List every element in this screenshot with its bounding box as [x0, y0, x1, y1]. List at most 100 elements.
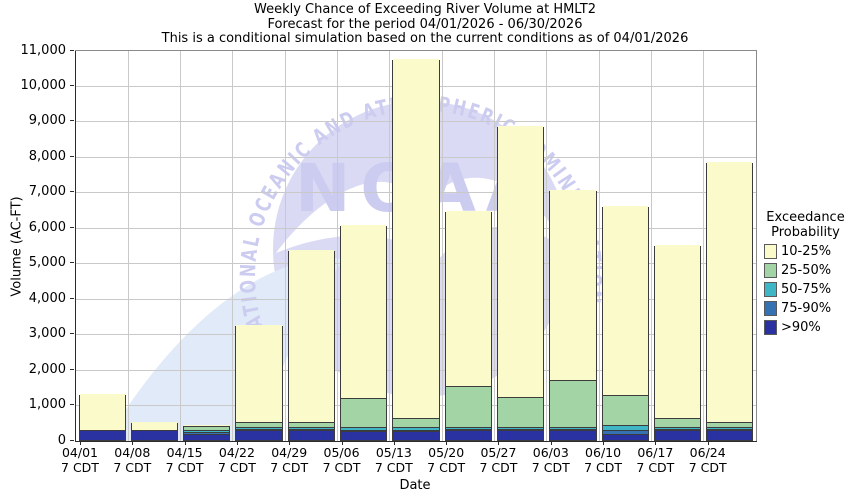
bar-05-13 [392, 59, 440, 441]
x-tick-label: 04/08 7 CDT [97, 445, 167, 475]
x-tick-label: 04/29 7 CDT [254, 445, 324, 475]
bar-segment-10-25 [497, 126, 544, 398]
x-tick-date: 04/15 [166, 445, 203, 460]
bar-segment-10-25 [288, 250, 335, 423]
bar-segment-75-90 [497, 430, 544, 431]
bar-06-24 [706, 162, 754, 441]
bar-segment-90 [707, 431, 753, 440]
y-tick-mark [70, 120, 74, 122]
y-tick-mark [70, 155, 74, 157]
bar-segment-10-25 [236, 325, 282, 423]
bar-segment-10-25 [184, 425, 230, 427]
x-tick-time: 7 CDT [61, 460, 99, 475]
bar-segment-50-75 [654, 428, 701, 430]
bar-segment-50-75 [497, 428, 544, 430]
legend-swatch [764, 263, 777, 278]
bar-segment-75-90 [393, 431, 439, 432]
bar-segment-10-25 [393, 59, 439, 419]
x-tick-time: 7 CDT [217, 460, 256, 475]
bar-segment-25-50 [236, 423, 282, 428]
bar-segment-25-50 [497, 398, 544, 428]
legend-swatch [764, 244, 777, 259]
legend-label: >90% [781, 320, 821, 335]
bar-segment-90 [445, 431, 491, 440]
legend-item-50-75: 50-75% [761, 282, 850, 297]
y-tick-mark [70, 262, 74, 264]
y-tick-label: 11,000 [20, 42, 67, 58]
bar-segment-75-90 [602, 431, 648, 435]
x-tick-mark [184, 441, 186, 445]
bar-segment-90 [497, 431, 544, 440]
legend-swatch [764, 282, 777, 297]
legend-label: 50-75% [781, 282, 832, 297]
x-tick-mark [132, 441, 134, 445]
bar-segment-10-25 [131, 422, 178, 431]
bar-segment-25-50 [445, 387, 491, 428]
y-tick-mark [70, 84, 74, 86]
bar-segment-90 [393, 432, 439, 440]
x-tick-time: 7 CDT [374, 460, 413, 475]
y-tick-label: 4,000 [28, 290, 66, 306]
chart-title: Weekly Chance of Exceeding River Volume … [254, 2, 596, 17]
bar-segment-50-75 [445, 428, 491, 430]
x-tick-date: 05/06 [323, 445, 360, 460]
bar-segment-10-25 [341, 225, 387, 399]
legend-label: 25-50% [781, 263, 832, 278]
x-tick-time: 7 CDT [270, 460, 309, 475]
x-tick-label: 04/15 7 CDT [150, 445, 220, 475]
x-tick-mark [707, 441, 709, 445]
y-tick-mark [70, 297, 74, 299]
x-tick-label: 06/17 7 CDT [620, 445, 690, 475]
x-tick-label: 06/24 7 CDT [673, 445, 743, 475]
bar-segment-10-25 [602, 206, 648, 396]
x-tick-time: 7 CDT [113, 460, 152, 475]
gridline-v [650, 51, 652, 441]
x-tick-date: 06/03 [532, 445, 569, 460]
legend-item-10-25: 10-25% [761, 244, 850, 259]
x-tick-mark [289, 441, 291, 445]
x-tick-time: 7 CDT [531, 460, 570, 475]
bar-segment-75-90 [184, 433, 230, 435]
gridline-v [127, 51, 129, 441]
y-tick-label: 10,000 [20, 77, 67, 93]
x-tick-time: 7 CDT [584, 460, 623, 475]
bar-segment-90 [131, 431, 178, 440]
bar-segment-10-25 [707, 162, 753, 423]
bar-segment-90 [288, 431, 335, 440]
bar-segment-90 [184, 435, 230, 440]
bar-04-22 [235, 325, 283, 441]
x-axis-line [75, 441, 757, 442]
bar-segment-25-50 [393, 419, 439, 428]
x-tick-mark [550, 441, 552, 445]
x-tick-mark [603, 441, 605, 445]
bar-06-17 [653, 245, 702, 441]
x-tick-date: 06/17 [637, 445, 674, 460]
x-tick-mark [655, 441, 657, 445]
x-tick-mark [393, 441, 395, 445]
y-axis-line [75, 51, 76, 442]
gridline-v [598, 51, 600, 441]
x-tick-label: 06/03 7 CDT [516, 445, 586, 475]
gridline-v [389, 51, 391, 441]
bar-segment-25-50 [550, 381, 596, 428]
chart-subtitle: Forecast for the period 04/01/2026 - 06/… [267, 16, 583, 32]
y-tick-label: 1,000 [28, 397, 66, 413]
legend-swatch [764, 320, 777, 335]
bar-segment-75-90 [707, 430, 753, 431]
y-tick-mark [70, 49, 74, 51]
x-tick-mark [236, 441, 238, 445]
y-tick-label: 0 [57, 432, 66, 448]
legend-item-25-50: 25-50% [761, 263, 850, 278]
y-tick-mark [70, 191, 74, 193]
x-tick-date: 05/20 [428, 445, 465, 460]
x-tick-label: 05/06 7 CDT [307, 445, 377, 475]
bar-05-20 [444, 211, 492, 441]
x-tick-date: 04/22 [218, 445, 255, 460]
x-tick-label: 05/20 7 CDT [411, 445, 481, 475]
bar-segment-50-75 [393, 428, 439, 431]
y-tick-label: 9,000 [28, 113, 66, 129]
bar-04-08 [130, 422, 179, 441]
bar-segment-90 [79, 431, 125, 440]
plot-area: NATIONAL OCEANIC AND ATMOSPHERIC ADMINIS… [75, 50, 757, 442]
